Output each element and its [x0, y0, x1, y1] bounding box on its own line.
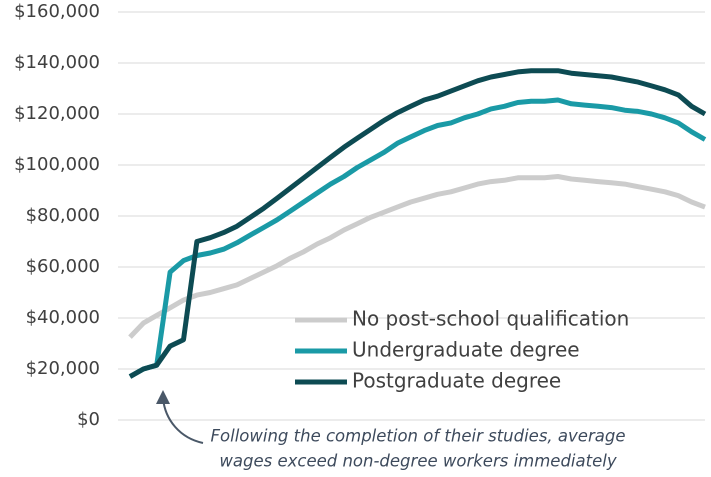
plot — [128, 68, 707, 379]
y-tick-label: $160,000 — [14, 1, 100, 22]
annotation: Following the completion of their studie… — [211, 427, 626, 446]
series-line — [128, 97, 707, 379]
legend-label: No post-school qualification — [352, 307, 629, 331]
y-tick-label: $80,000 — [26, 205, 100, 226]
y-tick-label: $60,000 — [26, 256, 100, 277]
annotation-arrowhead — [156, 390, 170, 404]
y-tick-label: $120,000 — [14, 103, 100, 124]
y-tick-label: $140,000 — [14, 52, 100, 73]
y-tick-label: $100,000 — [14, 154, 100, 175]
y-tick-label: $40,000 — [26, 307, 100, 328]
legend-label: Postgraduate degree — [352, 369, 561, 393]
legend-label: Undergraduate degree — [352, 338, 580, 362]
y-tick-label: $20,000 — [26, 358, 100, 379]
series-line — [128, 68, 707, 379]
grid — [118, 11, 705, 421]
y-tick-label: $0 — [77, 409, 100, 430]
annotation: wages exceed non-degree workers immediat… — [219, 452, 616, 471]
series-line — [128, 174, 706, 339]
